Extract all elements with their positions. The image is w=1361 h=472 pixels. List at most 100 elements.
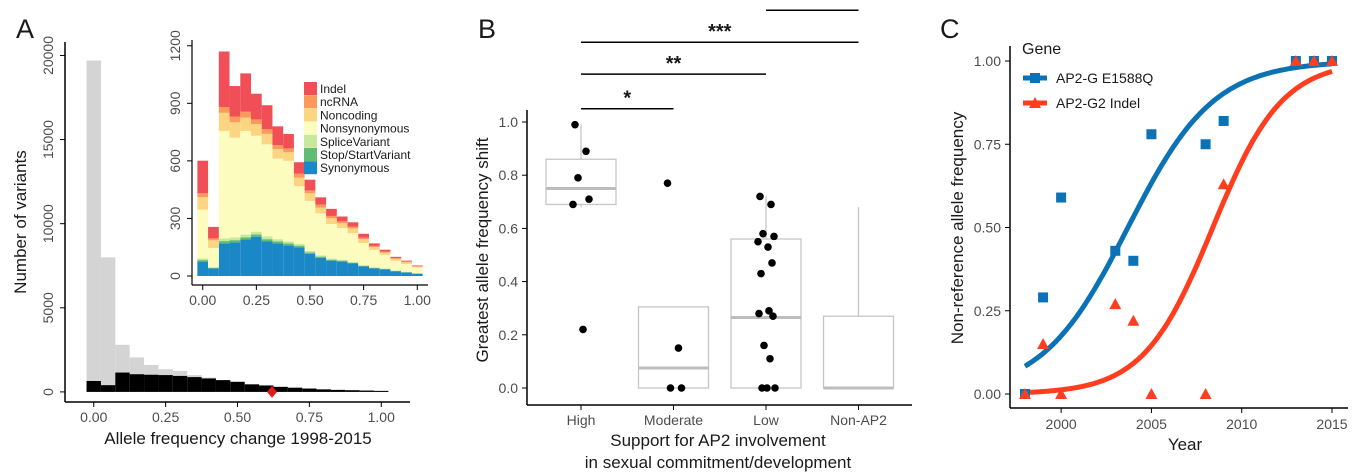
panel-b-sig-label: *	[623, 88, 631, 110]
inset-legend-label: Synonymous	[320, 161, 389, 175]
inset-bar-ncrna	[347, 226, 359, 229]
panel-label-b: B	[478, 14, 496, 44]
panel-a-axes: 0.00 0.25 0.50 0.75 1.00 0 5000 10000 15000 2000…	[40, 36, 410, 425]
panel-b-box	[822, 315, 895, 389]
inset-bar-ncrna	[251, 119, 262, 125]
panel-b-point	[769, 312, 777, 320]
inset-bar-splicevariant	[229, 237, 241, 241]
inset-bar-stop-startvariant	[369, 267, 380, 269]
inset-bar-nonsynonymous	[390, 260, 402, 271]
panel-a-bar-subset	[374, 390, 389, 392]
inset-bar-noncoding	[358, 239, 369, 243]
panel-b-y-tick-label: 0.8	[499, 167, 519, 183]
panel-b-point	[674, 344, 683, 352]
panel-c-point-square	[1146, 129, 1157, 140]
inset-legend-swatch	[304, 134, 317, 148]
inset-bar-synonymous	[251, 236, 262, 276]
inset-bar-noncoding	[315, 207, 327, 214]
inset-bar-synonymous	[369, 268, 380, 276]
panel-label-c: C	[940, 14, 960, 44]
panel-a-x-tick-label: 1.00	[368, 409, 395, 425]
panel-b-point	[757, 269, 765, 278]
inset-bar-nonsynonymous	[304, 200, 316, 251]
panel-a-bar-subset	[172, 375, 188, 392]
panel-b-box	[730, 238, 802, 389]
inset-bar-synonymous	[411, 273, 423, 276]
inset-bar-splicevariant	[251, 231, 262, 235]
inset-bar-indel	[369, 243, 380, 246]
inset-bar-ncrna	[369, 245, 380, 248]
panel-b-x-tick-label: Moderate	[644, 412, 703, 428]
panel-b-x-title-line-1: Support for AP2 involvement	[610, 431, 826, 450]
inset-bar-splicevariant	[358, 265, 369, 266]
inset-bar-splicevariant	[336, 259, 348, 261]
inset-x-tick-label: 0.00	[189, 292, 216, 308]
inset-bar-nonsynonymous	[197, 209, 209, 259]
panel-c-points	[1019, 55, 1338, 399]
panel-a-bar-subset	[244, 384, 260, 392]
panel-a-x-tick-label: 0.50	[224, 409, 251, 425]
inset-bar-indel	[229, 86, 241, 117]
inset-bar-ncrna	[315, 204, 327, 208]
panel-b-y-tick-label: 0.2	[499, 327, 519, 343]
inset-bar-nonsynonymous	[251, 135, 262, 232]
inset-bar-indel	[208, 226, 219, 239]
panel-b-boxes	[545, 124, 895, 390]
inset-bar-ncrna	[283, 148, 294, 153]
inset-bar-indel	[358, 233, 369, 238]
panel-a-bar-subset	[259, 385, 274, 392]
panel-a-bar-subset	[345, 390, 360, 392]
inset-bar-noncoding	[379, 252, 391, 255]
inset-bar-synonymous	[336, 261, 348, 276]
inset-bar-splicevariant	[326, 258, 337, 260]
inset-bar-noncoding	[251, 124, 262, 136]
inset-bar-indel	[197, 160, 209, 194]
panel-a-bar-all	[100, 257, 116, 392]
inset-x-tick-label: 1.00	[404, 292, 431, 308]
panel-c-point-triangle	[1109, 298, 1122, 310]
panel-a-x-tick-label: 0.75	[296, 409, 323, 425]
panel-b-box	[637, 306, 710, 389]
inset-bar-nonsynonymous	[401, 264, 412, 272]
inset-bar-splicevariant	[283, 241, 294, 244]
inset-bar-nonsynonymous	[208, 247, 219, 268]
panel-b-point	[763, 384, 771, 392]
inset-bar-ncrna	[336, 221, 348, 224]
panel-c-point-triangle	[1289, 55, 1302, 66]
panel-c-point-triangle	[1199, 388, 1212, 399]
panel-b-point	[760, 341, 768, 350]
inset-bar-indel	[251, 93, 262, 120]
inset-bar-splicevariant	[218, 238, 230, 242]
inset-bar-indel	[218, 51, 230, 107]
inset-legend-label: Nonsynonymous	[320, 122, 409, 136]
panel-b-point	[755, 309, 763, 318]
inset-bar-synonymous	[283, 245, 294, 276]
inset-y-tick-label: 0	[167, 272, 183, 280]
panel-b-point	[764, 243, 772, 251]
inset-bar-synonymous	[197, 261, 209, 276]
inset-bar-noncoding	[369, 247, 380, 250]
inset-bar-noncoding	[240, 117, 251, 131]
panel-a-x-ticks: 0.00 0.25 0.50 0.75 1.00	[80, 402, 395, 425]
inset-legend-label: ncRNA	[320, 95, 358, 109]
inset-bar-ncrna	[272, 145, 284, 149]
inset-bar-splicevariant	[315, 255, 327, 257]
inset-bar-nonsynonymous	[283, 160, 294, 242]
panel-b-x-tick-label: High	[567, 412, 596, 428]
panel-c-point-triangle	[1037, 338, 1050, 350]
inset-bar-nonsynonymous	[358, 242, 369, 266]
inset-y-ticks: 0 300 600 900 1200	[167, 30, 192, 280]
inset-stacked-bars	[197, 51, 423, 276]
panel-c-y-title: Non-reference allele frequency	[948, 111, 967, 344]
panel-a-inset-histogram: 0.00 0.25 0.50 0.75 1.00 0 300 600 900 1200 Inde…	[167, 30, 431, 308]
inset-legend-swatch	[304, 121, 317, 135]
panel-a-bar-subset	[215, 380, 231, 392]
panel-a-marker-diamond	[267, 385, 277, 398]
inset-bar-ncrna	[197, 193, 209, 198]
inset-legend-label: SpliceVariant	[320, 135, 390, 149]
inset-legend: IndelncRNANoncodingNonsynonymousSpliceVa…	[304, 82, 411, 175]
inset-bar-stop-startvariant	[229, 240, 241, 243]
panel-c-point-square	[1218, 115, 1229, 126]
panel-b-point	[571, 120, 579, 129]
panel-b-point	[768, 259, 776, 267]
